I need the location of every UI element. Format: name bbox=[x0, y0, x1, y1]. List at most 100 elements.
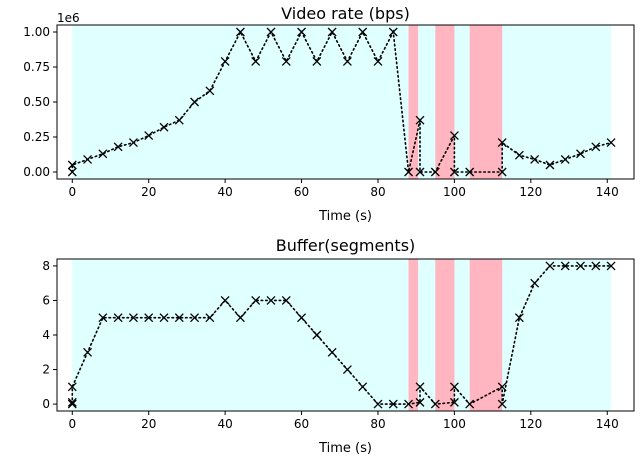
data-point-marker bbox=[497, 138, 507, 148]
x-tick-label: 20 bbox=[141, 417, 156, 431]
data-point-marker bbox=[591, 142, 601, 152]
data-point-marker bbox=[497, 382, 507, 392]
data-point-marker bbox=[358, 382, 368, 392]
data-point-marker bbox=[266, 295, 276, 305]
data-point-marker bbox=[342, 56, 352, 66]
x-tick-label: 40 bbox=[217, 417, 232, 431]
x-tick-label: 120 bbox=[519, 185, 542, 199]
data-point-marker bbox=[67, 399, 77, 409]
stall-span bbox=[408, 259, 419, 411]
data-point-marker bbox=[449, 382, 459, 392]
x-tick-label: 100 bbox=[443, 185, 466, 199]
data-point-marker bbox=[497, 399, 507, 409]
data-point-marker bbox=[128, 313, 138, 323]
data-point-marker bbox=[388, 27, 398, 37]
data-point-marker bbox=[358, 27, 368, 37]
data-point-marker bbox=[342, 365, 352, 375]
data-point-marker bbox=[128, 138, 138, 148]
data-point-marker bbox=[449, 167, 459, 177]
data-point-marker bbox=[281, 295, 291, 305]
data-point-marker bbox=[174, 313, 184, 323]
x-axis-label: Time (s) bbox=[318, 209, 372, 224]
playback-span bbox=[72, 259, 612, 411]
data-point-marker bbox=[514, 150, 524, 160]
data-point-marker bbox=[266, 27, 276, 37]
data-point-marker bbox=[312, 56, 322, 66]
data-point-marker bbox=[327, 347, 337, 357]
data-point-marker bbox=[98, 149, 108, 159]
data-point-marker bbox=[159, 122, 169, 132]
y-tick-label: 0.00 bbox=[23, 165, 50, 179]
buffer-chart: Buffer(segments) Time (s) 0 20 40 60 80 100 12… bbox=[42, 236, 635, 456]
x-tick-label: 0 bbox=[68, 417, 76, 431]
x-tick-label: 140 bbox=[596, 417, 619, 431]
data-point-marker bbox=[388, 399, 398, 409]
stall-span bbox=[435, 25, 455, 179]
data-point-marker bbox=[220, 295, 230, 305]
x-tick-label: 60 bbox=[294, 185, 309, 199]
x-tick-label: 60 bbox=[294, 417, 309, 431]
data-point-marker bbox=[560, 154, 570, 164]
data-point-marker bbox=[465, 399, 475, 409]
data-point-marker bbox=[373, 399, 383, 409]
x-tick-label: 40 bbox=[217, 185, 232, 199]
data-point-marker bbox=[497, 167, 507, 177]
y-tick-label: 2 bbox=[42, 363, 50, 377]
data-point-marker bbox=[514, 313, 524, 323]
x-axis-label: Time (s) bbox=[318, 441, 372, 456]
data-point-marker bbox=[83, 347, 93, 357]
y-tick-label: 0.75 bbox=[23, 60, 50, 74]
x-tick-label: 80 bbox=[370, 185, 385, 199]
data-point-marker bbox=[327, 27, 337, 37]
stall-span bbox=[408, 25, 419, 179]
data-point-marker bbox=[205, 313, 215, 323]
data-point-marker bbox=[465, 167, 475, 177]
data-point-marker bbox=[67, 167, 77, 177]
chart-title: Buffer(segments) bbox=[276, 236, 416, 255]
x-tick-label: 20 bbox=[141, 185, 156, 199]
y-tick-label: 0 bbox=[42, 397, 50, 411]
data-point-marker bbox=[297, 313, 307, 323]
y-tick-label: 8 bbox=[42, 259, 50, 273]
data-point-marker bbox=[205, 86, 215, 96]
data-point-marker bbox=[144, 131, 154, 141]
data-point-marker bbox=[591, 261, 601, 271]
y-tick-label: 6 bbox=[42, 293, 50, 307]
chart-title: Video rate (bps) bbox=[281, 4, 410, 23]
data-point-marker bbox=[449, 131, 459, 141]
data-point-marker bbox=[251, 295, 261, 305]
data-point-marker bbox=[190, 97, 200, 107]
data-point-marker bbox=[430, 167, 440, 177]
data-point-marker bbox=[606, 261, 616, 271]
y-tick-label: 1.00 bbox=[23, 25, 50, 39]
data-point-marker bbox=[98, 313, 108, 323]
data-point-marker bbox=[404, 167, 414, 177]
stall-span bbox=[469, 25, 503, 179]
y-offset-label: 1e6 bbox=[57, 11, 80, 25]
data-point-marker bbox=[113, 142, 123, 152]
data-point-marker bbox=[576, 261, 585, 271]
data-point-marker bbox=[190, 313, 200, 323]
data-point-marker bbox=[144, 313, 154, 323]
data-point-marker bbox=[83, 154, 93, 164]
data-point-marker bbox=[415, 167, 425, 177]
data-point-marker bbox=[545, 261, 555, 271]
y-tick-label: 0.50 bbox=[23, 95, 50, 109]
data-point-marker bbox=[606, 138, 616, 148]
data-point-marker bbox=[373, 56, 383, 66]
stall-span bbox=[435, 259, 455, 411]
data-point-marker bbox=[235, 313, 245, 323]
data-point-marker bbox=[430, 399, 440, 409]
x-tick-label: 140 bbox=[596, 185, 619, 199]
x-tick-label: 100 bbox=[443, 417, 466, 431]
series-line bbox=[71, 265, 612, 406]
data-point-marker bbox=[530, 278, 540, 288]
data-point-marker bbox=[530, 154, 540, 164]
data-point-marker bbox=[576, 149, 585, 159]
data-point-marker bbox=[251, 56, 261, 66]
data-point-marker bbox=[67, 397, 77, 407]
data-point-marker bbox=[235, 27, 245, 37]
data-point-marker bbox=[415, 397, 425, 407]
stall-span bbox=[469, 259, 503, 411]
